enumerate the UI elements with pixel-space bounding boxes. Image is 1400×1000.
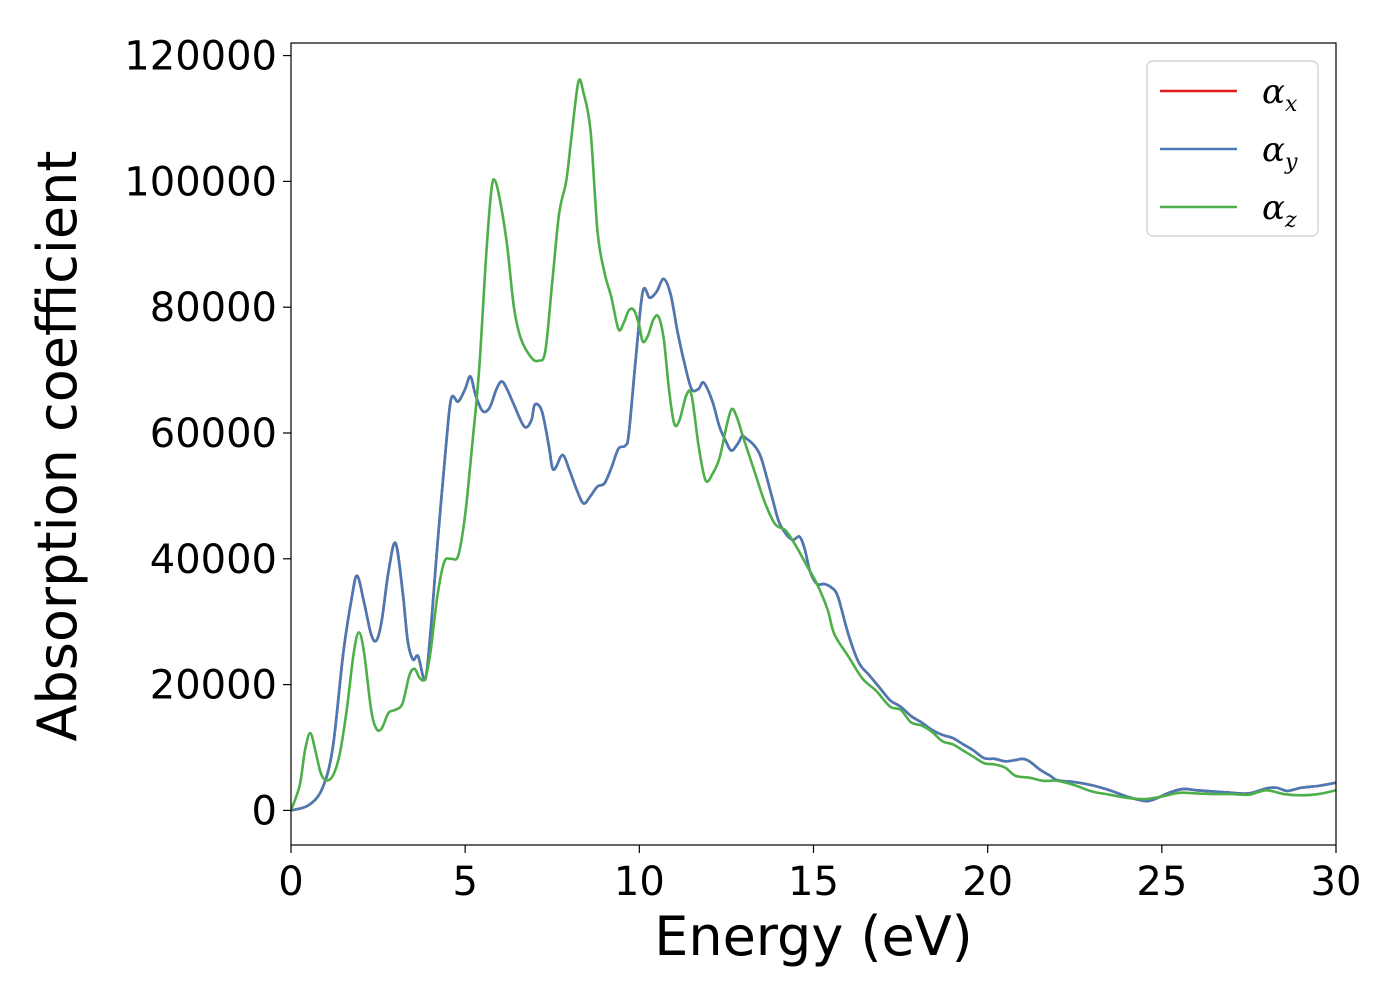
y-tick-label: 120000 xyxy=(124,34,277,80)
legend-label-subscript: x xyxy=(1285,92,1298,117)
legend-label-alpha-z: αz xyxy=(1262,188,1297,233)
legend-label-symbol: α xyxy=(1262,188,1285,228)
legend-label-subscript: z xyxy=(1284,208,1297,233)
x-tick-label: 10 xyxy=(614,859,665,905)
x-tick-label: 15 xyxy=(788,859,839,905)
legend-label-symbol: α xyxy=(1262,130,1285,170)
y-axis: 0 20000 40000 60000 80000 100000 120000 xyxy=(124,34,291,834)
legend-label-symbol: α xyxy=(1262,72,1285,112)
y-tick-label: 60000 xyxy=(150,411,277,457)
series-layer xyxy=(291,78,1336,812)
x-tick-label: 30 xyxy=(1311,859,1362,905)
y-tick-label: 100000 xyxy=(124,159,277,205)
y-tick-label: 0 xyxy=(252,788,277,834)
x-axis-title: Energy (eV) xyxy=(654,905,973,968)
x-tick-label: 5 xyxy=(452,859,477,905)
series-line-alpha-y xyxy=(291,277,1336,812)
x-tick-label: 25 xyxy=(1136,859,1187,905)
series-line-alpha-z xyxy=(291,78,1336,811)
y-tick-label: 20000 xyxy=(150,663,277,709)
legend-label-subscript: y xyxy=(1284,150,1298,175)
y-tick-label: 40000 xyxy=(150,537,277,583)
legend-label-alpha-x: αx xyxy=(1262,72,1298,117)
y-tick-label: 80000 xyxy=(150,285,277,331)
x-axis: 0 5 10 15 20 25 30 xyxy=(278,845,1361,905)
legend-label-alpha-y: αy xyxy=(1262,130,1298,175)
x-tick-label: 20 xyxy=(962,859,1013,905)
series-line-alpha-x xyxy=(291,277,1336,812)
y-axis-title: Absorption coefficient xyxy=(26,151,89,742)
x-tick-label: 0 xyxy=(278,859,303,905)
